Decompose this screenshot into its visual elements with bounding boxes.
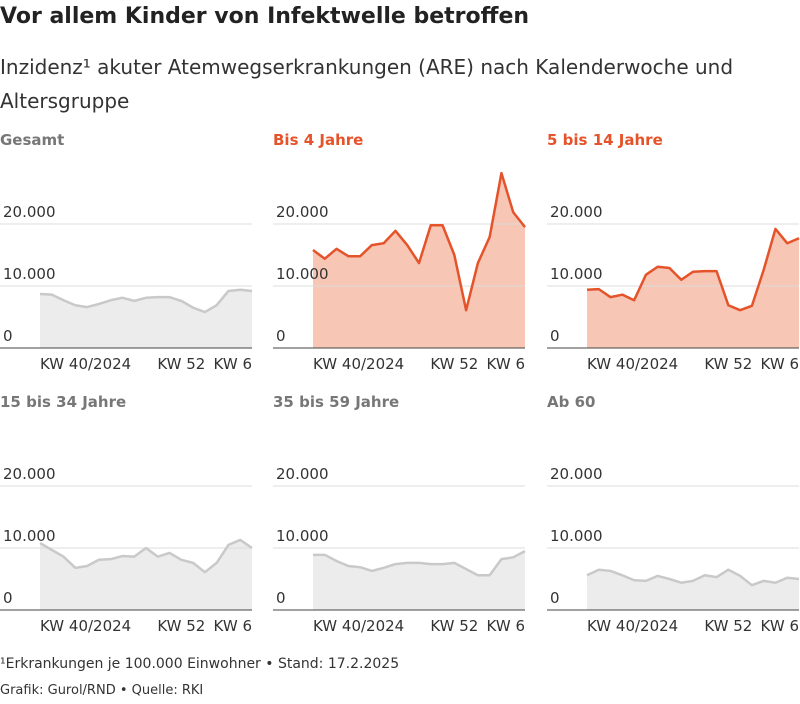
y-tick-label: 10.000 xyxy=(3,527,56,545)
panel-title: Gesamt xyxy=(0,131,64,149)
y-tick-label: 20.000 xyxy=(276,203,329,221)
x-tick-label: KW 40/2024 xyxy=(40,355,131,373)
y-tick-label: 0 xyxy=(3,327,13,345)
y-tick-label: 20.000 xyxy=(3,203,56,221)
area-line xyxy=(586,227,800,312)
x-tick-label: KW 6 xyxy=(487,617,525,635)
y-tick-label: 0 xyxy=(276,327,286,345)
x-tick-label: KW 6 xyxy=(761,617,799,635)
y-tick-label: 10.000 xyxy=(3,265,56,283)
x-tick-label: KW 6 xyxy=(214,617,252,635)
area-fill xyxy=(587,569,799,610)
panel-title: 5 bis 14 Jahre xyxy=(547,131,663,149)
y-tick-label: 0 xyxy=(550,327,560,345)
panel-title: 15 bis 34 Jahre xyxy=(0,393,126,411)
area-fill xyxy=(40,289,252,348)
x-tick-label: KW 52 xyxy=(704,355,752,373)
title: Vor allem Kinder von Infektwelle betroff… xyxy=(0,4,530,29)
x-tick-label: KW 6 xyxy=(487,355,525,373)
x-tick-label: KW 52 xyxy=(157,355,205,373)
area-fill xyxy=(587,228,799,348)
x-tick-label: KW 52 xyxy=(704,617,752,635)
x-tick-label: KW 6 xyxy=(761,355,799,373)
x-tick-label: KW 52 xyxy=(430,617,478,635)
x-tick-label: KW 52 xyxy=(430,355,478,373)
x-tick-label: KW 40/2024 xyxy=(587,355,678,373)
area-fill xyxy=(313,551,525,610)
y-tick-label: 20.000 xyxy=(550,203,603,221)
x-tick-label: KW 6 xyxy=(214,355,252,373)
panel-title: Bis 4 Jahre xyxy=(273,131,363,149)
x-tick-label: KW 40/2024 xyxy=(587,617,678,635)
area-line xyxy=(312,171,526,312)
panel-title: Ab 60 xyxy=(547,393,595,411)
area-line xyxy=(39,538,253,574)
y-tick-label: 20.000 xyxy=(3,465,56,483)
y-tick-label: 10.000 xyxy=(276,265,329,283)
subtitle: Inzidenz¹ akuter Atemwegserkrankungen (A… xyxy=(0,55,734,113)
panel-title: 35 bis 59 Jahre xyxy=(273,393,399,411)
y-tick-label: 10.000 xyxy=(550,265,603,283)
y-tick-label: 20.000 xyxy=(550,465,603,483)
y-tick-label: 10.000 xyxy=(276,527,329,545)
x-tick-label: KW 40/2024 xyxy=(313,617,404,635)
footnote: ¹Erkrankungen je 100.000 Einwohner • Sta… xyxy=(0,656,400,672)
y-tick-label: 0 xyxy=(3,589,13,607)
y-tick-label: 0 xyxy=(550,589,560,607)
area-line xyxy=(313,549,526,577)
area-line xyxy=(39,288,253,314)
y-tick-label: 0 xyxy=(276,589,286,607)
area-fill xyxy=(40,539,252,610)
area-fill xyxy=(313,173,525,348)
x-tick-label: KW 40/2024 xyxy=(313,355,404,373)
x-tick-label: KW 52 xyxy=(157,617,205,635)
y-tick-label: 10.000 xyxy=(550,527,603,545)
y-tick-label: 20.000 xyxy=(276,465,329,483)
x-tick-label: KW 40/2024 xyxy=(40,617,131,635)
area-line xyxy=(586,568,800,587)
credits: Grafik: Gurol/RND • Quelle: RKI xyxy=(0,683,204,698)
